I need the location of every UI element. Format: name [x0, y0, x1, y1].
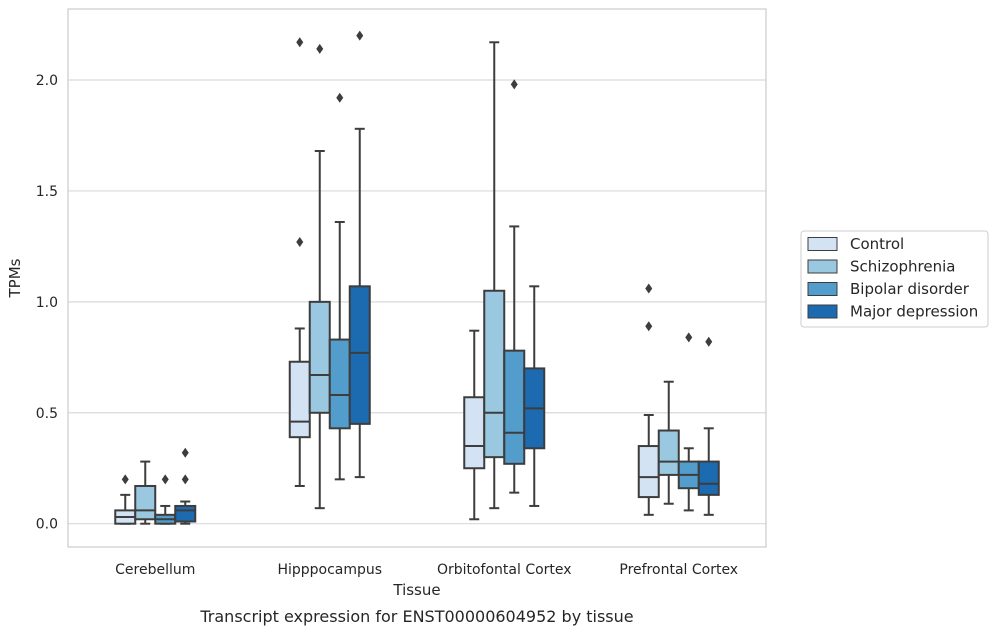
legend-label: Schizophrenia	[850, 258, 955, 276]
iqr-box	[657, 429, 680, 476]
y-tick-label: 0.5	[36, 406, 58, 422]
x-tick-labels: Cerebellum Hipppocampus Orbitofontal Corte…	[115, 562, 738, 578]
box-2-2	[308, 43, 331, 510]
legend-label: Control	[850, 235, 904, 253]
y-tick-label: 1.5	[36, 184, 58, 200]
legend-label: Bipolar disorder	[850, 280, 970, 298]
x-tick-label: Hipppocampus	[277, 562, 382, 578]
plot-frame	[67, 8, 767, 548]
outlier-point	[356, 30, 364, 41]
box-4-2	[657, 380, 680, 505]
box-4-1	[637, 283, 660, 516]
legend-swatch	[807, 282, 838, 296]
legend-label: Major depression	[850, 303, 978, 321]
outlier-point	[181, 474, 189, 485]
boxes-layer	[114, 30, 720, 525]
outlier-point	[645, 283, 653, 294]
iqr-box	[308, 300, 331, 414]
outlier-point	[296, 236, 304, 247]
outlier-point	[510, 79, 518, 90]
box-4-3	[677, 332, 700, 512]
x-tick-label: Cerebellum	[115, 562, 195, 578]
box-1-1	[114, 474, 137, 525]
iqr-box	[503, 349, 526, 465]
outlier-point	[316, 43, 324, 54]
outlier-point	[121, 474, 129, 485]
y-tick-label: 0.0	[36, 517, 58, 533]
outlier-point	[705, 336, 713, 347]
outlier-point	[336, 92, 344, 103]
legend-swatch	[807, 237, 838, 251]
box-2-4	[348, 30, 371, 479]
y-tick-labels: 0.0 0.5 1.0 1.5 2.0	[36, 73, 58, 533]
iqr-box	[348, 285, 371, 425]
y-axis-title: TPMs	[6, 258, 24, 298]
iqr-box	[697, 460, 720, 496]
y-tick-label: 1.0	[36, 295, 58, 311]
box-4-4	[697, 336, 720, 516]
legend-swatch	[807, 304, 838, 319]
iqr-box	[483, 289, 506, 459]
legend-frame	[800, 230, 989, 328]
iqr-box	[328, 338, 351, 430]
legend-swatch	[807, 259, 838, 274]
x-tick-label: Prefrontal Cortex	[619, 562, 738, 578]
legend: Control Schizophrenia Bipolar disorder Majo…	[800, 230, 989, 328]
x-axis-title: Tissue	[392, 581, 440, 599]
y-tick-label: 2.0	[36, 73, 58, 89]
outlier-point	[645, 321, 653, 332]
outlier-point	[685, 332, 693, 343]
iqr-box	[174, 504, 197, 523]
iqr-box	[288, 360, 311, 439]
box-3-1	[463, 329, 486, 521]
iqr-box	[637, 445, 660, 499]
box-3-4	[523, 285, 546, 507]
outlier-point	[296, 37, 304, 48]
box-1-2	[134, 460, 157, 525]
chart-caption: Transcript expression for ENST0000060495…	[199, 607, 633, 626]
outlier-point	[181, 447, 189, 458]
iqr-box	[134, 484, 157, 521]
x-tick-label: Orbitofontal Cortex	[437, 562, 572, 578]
box-1-4	[174, 447, 197, 525]
iqr-box	[463, 396, 486, 470]
outlier-point	[161, 474, 169, 485]
